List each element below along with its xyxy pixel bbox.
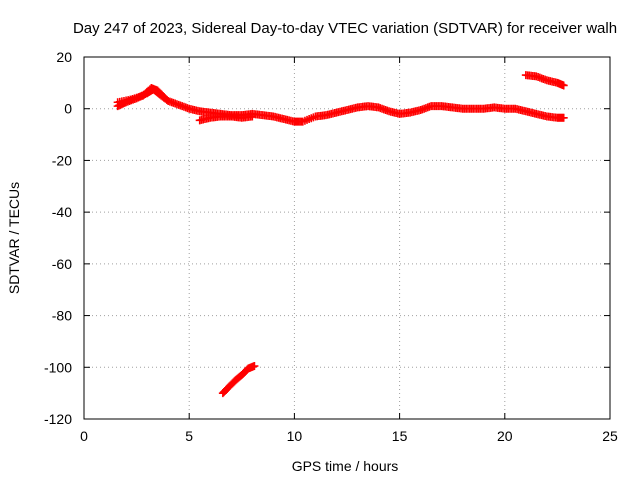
data-point-marker — [559, 113, 568, 122]
data-point-marker — [159, 93, 168, 102]
y-tick-label: -100 — [44, 359, 72, 375]
y-tick-label: -20 — [52, 152, 72, 168]
y-tick-label: -60 — [52, 256, 72, 272]
data-point-marker — [158, 92, 167, 101]
plot-frame — [83, 56, 611, 420]
axis-ticks: 0 5 10 15 20 25 -120 -100 -80 -60 -40 -20 0 20 — [44, 49, 618, 444]
y-tick-label: -80 — [52, 308, 72, 324]
x-tick-label: 25 — [602, 428, 618, 444]
x-tick-label: 10 — [287, 428, 303, 444]
x-tick-label: 15 — [392, 428, 408, 444]
chart-title: Day 247 of 2023, Sidereal Day-to-day VTE… — [73, 20, 617, 37]
data-point-marker — [559, 81, 568, 90]
y-tick-label: -40 — [52, 204, 72, 220]
x-tick-label: 5 — [185, 428, 193, 444]
y-tick-label: 0 — [64, 101, 72, 117]
x-axis-label: GPS time / hours — [292, 458, 399, 474]
y-axis-label: SDTVAR / TECUs — [6, 182, 22, 294]
data-point-marker — [250, 361, 259, 370]
data-point-marker — [248, 112, 257, 121]
y-tick-label: 20 — [56, 49, 72, 65]
x-tick-label: 0 — [80, 428, 88, 444]
data-points — [113, 71, 568, 398]
x-tick-label: 20 — [497, 428, 513, 444]
y-tick-label: -120 — [44, 411, 72, 427]
